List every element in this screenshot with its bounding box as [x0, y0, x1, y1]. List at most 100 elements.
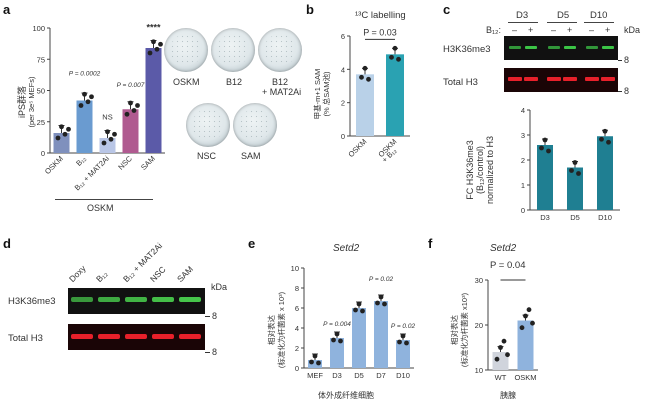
d-marker-2: 8	[212, 347, 218, 357]
data-point	[606, 139, 611, 145]
data-point	[526, 307, 532, 313]
a-pval-sam: ****	[146, 23, 161, 33]
data-point	[389, 54, 394, 60]
data-point	[505, 352, 510, 358]
c-band-green	[509, 46, 521, 49]
data-point	[519, 325, 525, 331]
plate-b12	[211, 28, 255, 72]
bar	[492, 352, 509, 370]
bar	[396, 340, 410, 368]
c-blot1-label: H3K36me3	[443, 44, 491, 55]
d-band-red	[125, 334, 147, 339]
x-tick-label: OSKM	[346, 137, 368, 159]
c-sign-4: +	[567, 25, 573, 35]
data-point	[154, 46, 160, 52]
data-point	[128, 100, 133, 106]
y-tick-label: 3	[521, 131, 525, 140]
data-point	[334, 331, 340, 337]
x-tick-label: B₁₂	[74, 154, 88, 168]
data-point	[78, 103, 84, 108]
d-band-green	[98, 297, 120, 302]
x-tick-label: SAM	[139, 154, 157, 172]
x-tick-label: OSKM	[514, 373, 536, 382]
y-tick-label: 0	[295, 364, 299, 373]
plate-label-b12b: B12	[272, 77, 289, 87]
data-point	[112, 131, 117, 137]
y-tick-label: 4	[521, 106, 525, 115]
data-point	[382, 301, 387, 307]
c-tp-d10: D10	[590, 10, 608, 21]
c-blot2-label: Total H3	[443, 77, 478, 88]
data-point	[124, 111, 130, 117]
data-point	[353, 307, 358, 313]
plate-label-oskm: OSKM	[173, 77, 200, 87]
d-blot1-label: H3K36me3	[8, 296, 56, 307]
y-tick-label: 25	[37, 118, 45, 127]
data-point	[108, 136, 114, 142]
c-ylabel: FC H3K36me3 (B₁₂/control) normalized to …	[465, 130, 495, 210]
bar	[597, 136, 613, 210]
y-tick-label: 4	[341, 65, 345, 74]
d-band-red	[152, 334, 174, 339]
data-point	[312, 353, 318, 359]
c-tp-d3: D3	[516, 10, 529, 21]
data-point	[602, 128, 608, 134]
d-band-red	[71, 334, 93, 339]
y-tick-label: 75	[37, 55, 45, 64]
x-tick-label: D10	[396, 371, 410, 380]
data-point	[101, 140, 107, 146]
data-point	[375, 300, 380, 306]
x-tick-label: WT	[495, 373, 507, 382]
data-point	[158, 41, 163, 47]
bar	[53, 133, 70, 153]
y-tick-label: 0	[341, 132, 345, 141]
y-tick-label: 50	[37, 87, 45, 96]
panel-letter-b: b	[306, 2, 314, 17]
data-point	[55, 135, 61, 141]
c-line-d5	[547, 22, 577, 23]
c-ylabel-line1: FC H3K36me3	[465, 140, 475, 200]
c-band-green	[602, 46, 614, 49]
y-tick-label: 20	[475, 321, 483, 330]
c-line-d3	[508, 22, 538, 23]
b-ylabel-line1: 甲基-m+1 SAM	[313, 68, 322, 120]
y-tick-label: 2	[341, 99, 345, 108]
data-point	[400, 333, 406, 339]
data-point	[378, 294, 384, 300]
c-b12-label: B₁₂:	[486, 25, 502, 35]
e-title: Setd2	[333, 243, 360, 254]
data-point	[82, 91, 87, 97]
y-tick-label: 100	[32, 24, 45, 33]
plate-label-mat2ai: + MAT2Ai	[262, 87, 302, 97]
y-tick-label: 0	[41, 149, 45, 158]
e-pval-d7: P = 0.02	[369, 276, 394, 283]
plate-b12-mat2ai	[258, 28, 302, 72]
data-point	[338, 338, 343, 344]
a-group-line	[55, 199, 153, 200]
data-point	[501, 338, 507, 344]
c-band-green	[564, 46, 576, 49]
y-tick-label: 2	[295, 344, 299, 353]
a-group-label: OSKM	[87, 203, 114, 213]
e-ylabel-line1: 相对表达	[267, 315, 276, 345]
x-tick-label: OSKM	[43, 154, 65, 176]
bar	[356, 74, 374, 136]
panel-letter-a: a	[3, 2, 11, 17]
data-point	[131, 108, 137, 113]
data-point	[392, 45, 398, 51]
y-tick-label: 10	[291, 264, 299, 273]
data-point	[494, 356, 500, 362]
data-point	[546, 148, 551, 154]
e-pval-d3: P = 0.004	[323, 321, 351, 328]
f-pval: P = 0.04	[490, 260, 526, 271]
data-point	[576, 171, 581, 176]
panel-letter-f: f	[428, 236, 433, 251]
c-ylabel-line2: (B₁₂/control)	[475, 145, 485, 195]
f-title: Setd2	[490, 243, 517, 254]
data-point	[359, 74, 364, 80]
y-tick-label: 4	[295, 324, 299, 333]
data-point	[62, 131, 68, 137]
x-tick-label: D7	[376, 371, 386, 380]
x-tick-label: D10	[598, 213, 612, 222]
